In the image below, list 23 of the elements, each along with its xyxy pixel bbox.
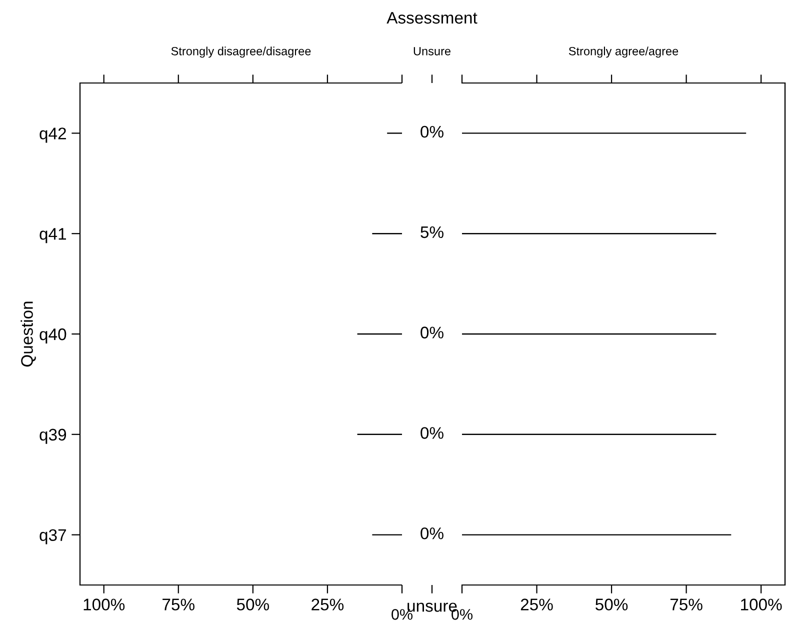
y-tick-label: q41 [40,228,66,244]
chart-title: Strongly disagree/disagree [171,46,311,58]
x-tick-label: 100% [741,598,782,610]
x-tick-label: 50% [236,598,270,610]
text: Unsure [414,47,451,56]
y-axis-title: Question [20,302,36,367]
data-label: 0% [420,427,444,439]
x-tick-label: 75% [162,598,194,610]
y-tick-label: q40 [40,328,66,344]
x-tick-label: 25% [312,598,344,610]
x-tick-label: 100% [84,598,125,610]
data-label: 0% [420,126,444,138]
y-tick-label: q39 [40,428,66,444]
x-tick-label: 50% [596,598,628,610]
data-label: 0% [420,527,444,540]
data-label: 5% [420,226,444,238]
y-tick-label: q37 [40,529,66,544]
data-label: 0% [420,326,444,338]
chart-title: Strongly agree/agree [568,46,678,58]
y-tick-label: q42 [40,128,66,143]
x-tick-label: 75% [670,598,702,610]
x-tick-label: 25% [520,598,553,610]
text: Assessment [386,12,478,24]
